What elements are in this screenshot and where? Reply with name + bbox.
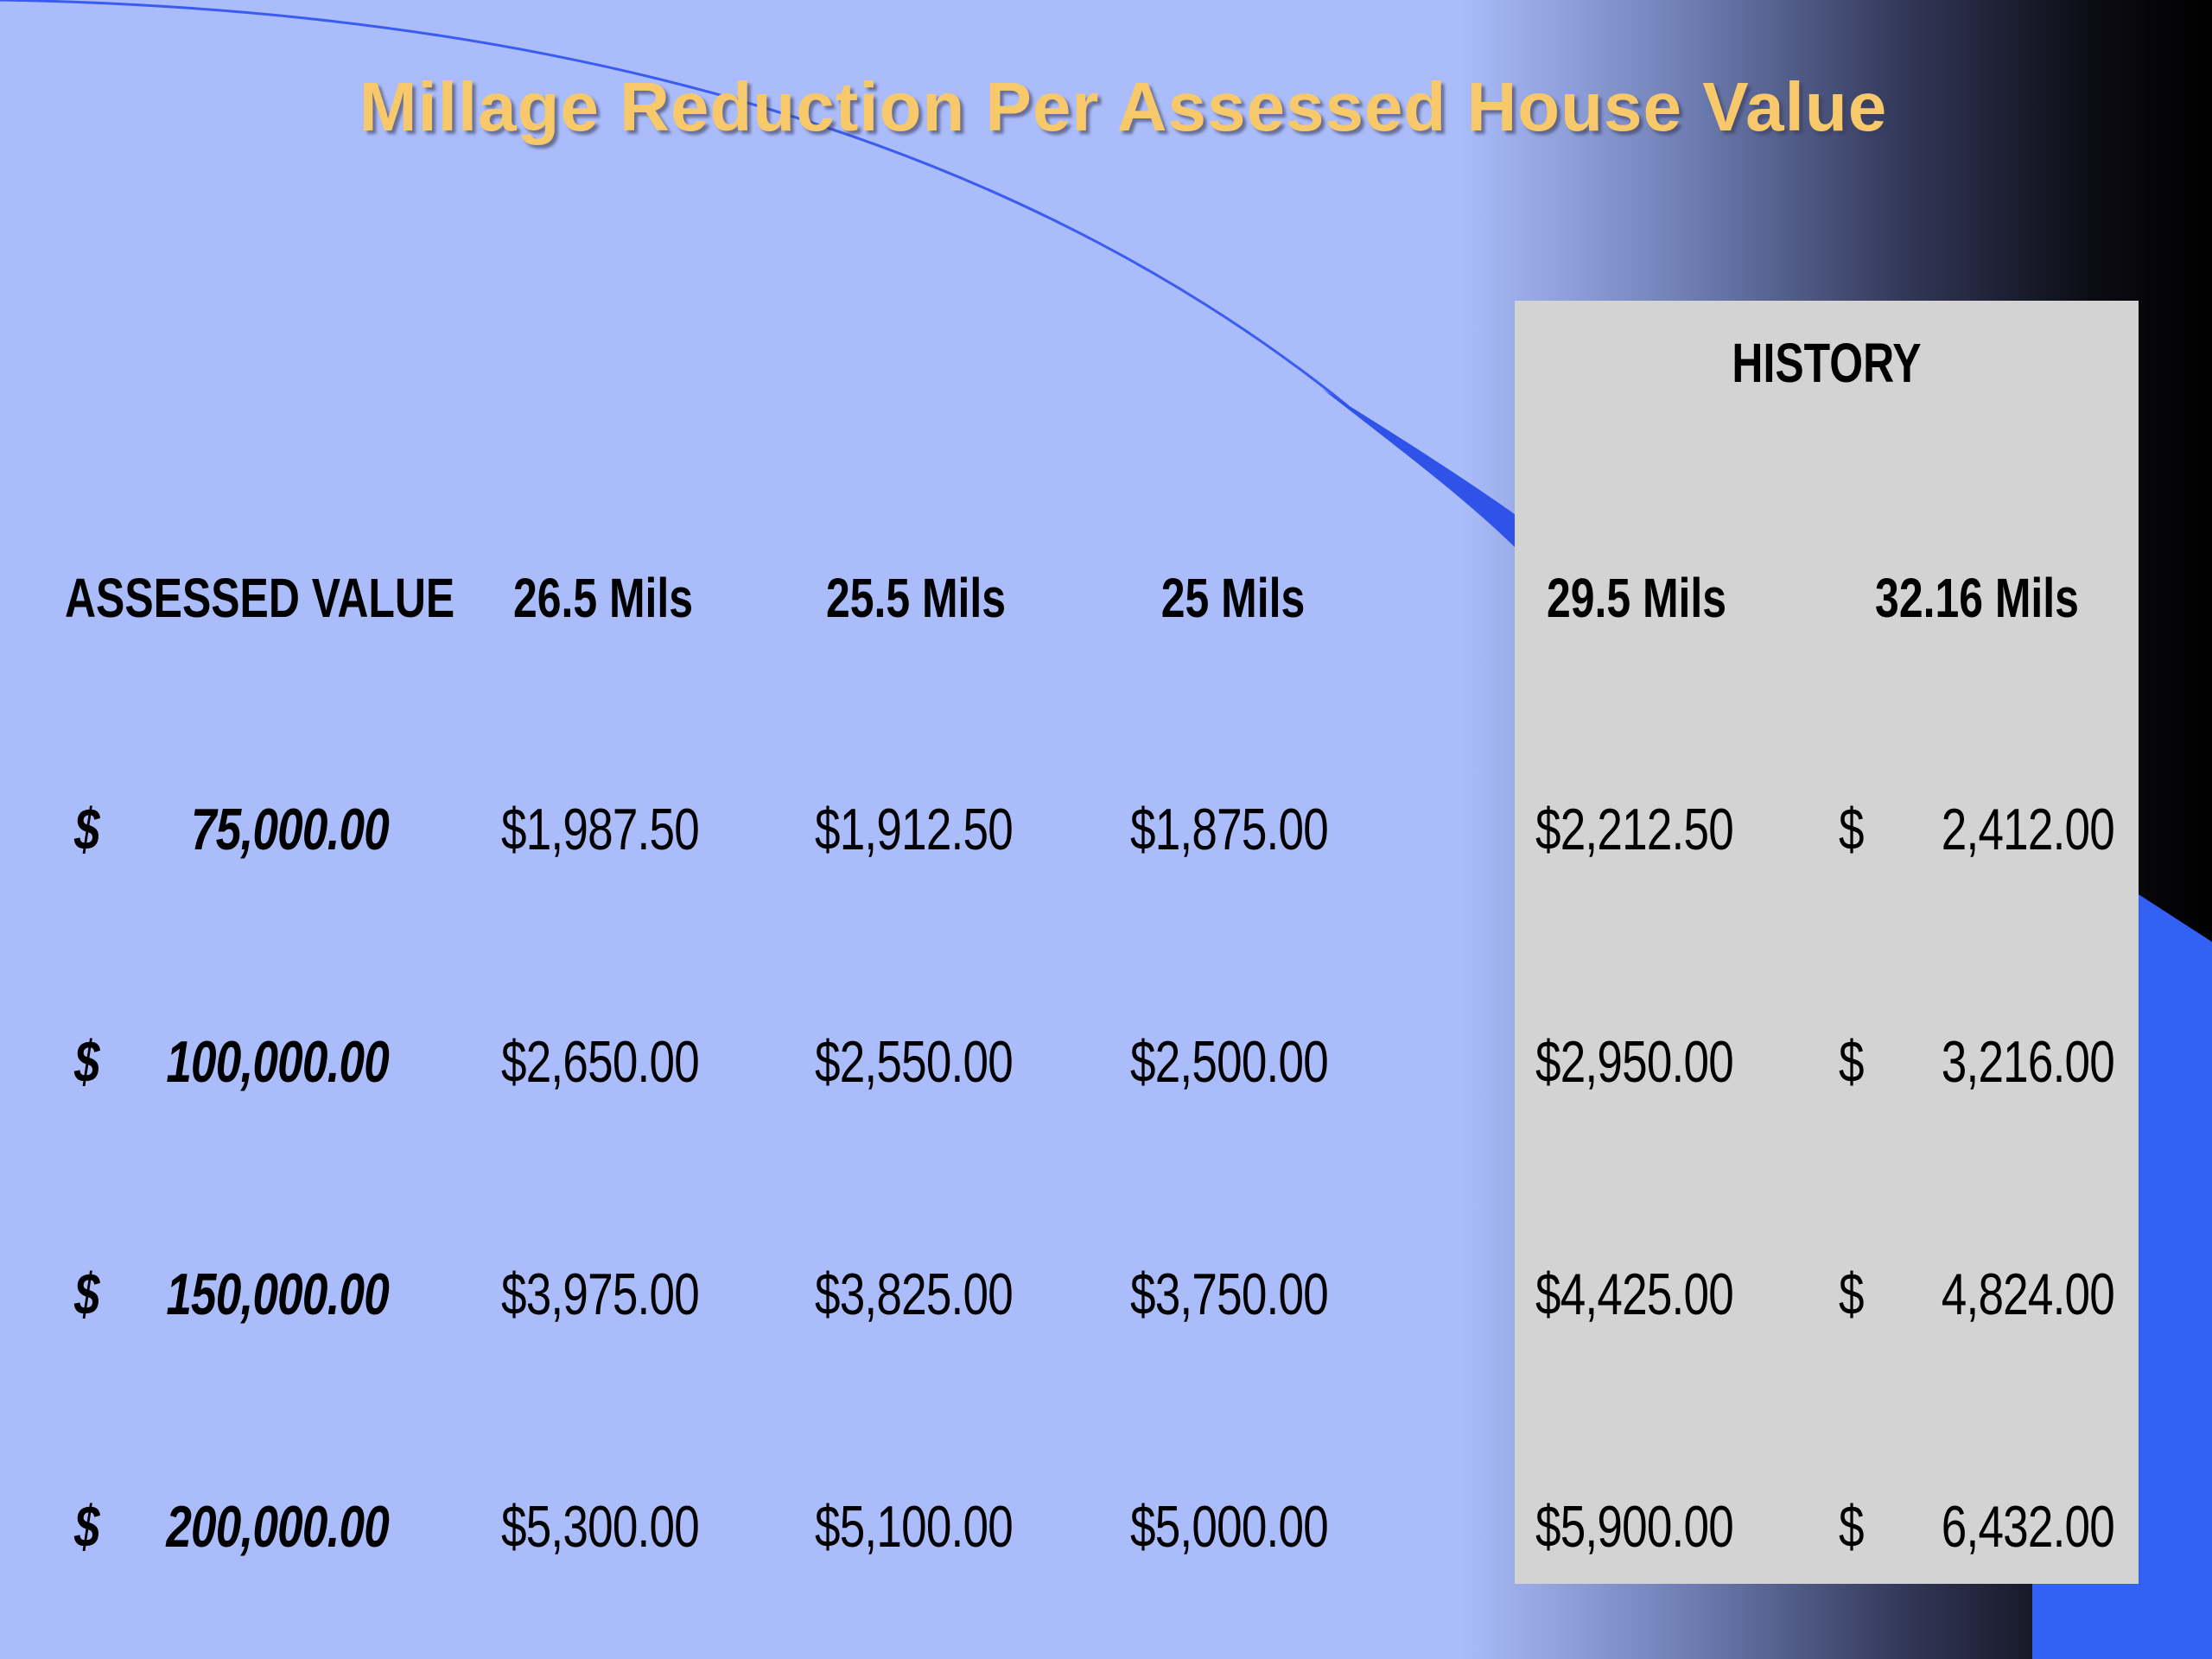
value-25-5-mils: $3,825.00 [815,1262,1014,1327]
assessed-value: 150,000.00 [166,1262,389,1327]
assessed-value: 75,000.00 [191,797,390,862]
value-25-5-mils: $5,100.00 [815,1494,1014,1560]
column-header-26-5-mils: 26.5 Mils [512,567,694,629]
value-32-16-mils: 3,216.00 [1941,1029,2115,1095]
value-32-16-mils-symbol: $ [1839,1029,1865,1095]
value-32-16-mils-symbol: $ [1839,797,1865,862]
column-header-29-5-mils: 29.5 Mils [1546,567,1727,629]
assessed-currency-symbol: $ [74,1494,100,1560]
value-29-5-mils: $2,212.50 [1535,797,1734,862]
assessed-currency-symbol: $ [74,1029,100,1095]
value-32-16-mils: 4,824.00 [1941,1262,2115,1327]
column-header-25-mils: 25 Mils [1160,567,1306,629]
assessed-currency-symbol: $ [74,1262,100,1327]
value-29-5-mils: $5,900.00 [1535,1494,1734,1560]
column-header-25-5-mils: 25.5 Mils [825,567,1007,629]
value-25-5-mils: $1,912.50 [815,797,1014,862]
value-25-mils: $2,500.00 [1130,1029,1329,1095]
slide-title: Millage Reduction Per Assessed House Val… [359,68,1888,145]
value-26-5-mils: $3,975.00 [501,1262,700,1327]
value-32-16-mils: 6,432.00 [1941,1494,2115,1560]
history-panel [1515,301,2139,1584]
value-25-mils: $1,875.00 [1130,797,1329,862]
value-29-5-mils: $4,425.00 [1535,1262,1734,1327]
column-header-assessed-value: ASSESSED VALUE [65,567,455,629]
value-25-mils: $5,000.00 [1130,1494,1329,1560]
column-header-32-16-mils: 32.16 Mils [1875,567,2079,629]
value-26-5-mils: $2,650.00 [501,1029,700,1095]
history-label: HISTORY [1732,332,1922,394]
assessed-value: 100,000.00 [166,1029,389,1095]
assessed-currency-symbol: $ [74,797,100,862]
assessed-value: 200,000.00 [166,1494,389,1560]
value-29-5-mils: $2,950.00 [1535,1029,1734,1095]
value-25-mils: $3,750.00 [1130,1262,1329,1327]
value-32-16-mils-symbol: $ [1839,1494,1865,1560]
value-26-5-mils: $5,300.00 [501,1494,700,1560]
value-32-16-mils-symbol: $ [1839,1262,1865,1327]
value-32-16-mils: 2,412.00 [1941,797,2115,862]
value-26-5-mils: $1,987.50 [501,797,700,862]
value-25-5-mils: $2,550.00 [815,1029,1014,1095]
